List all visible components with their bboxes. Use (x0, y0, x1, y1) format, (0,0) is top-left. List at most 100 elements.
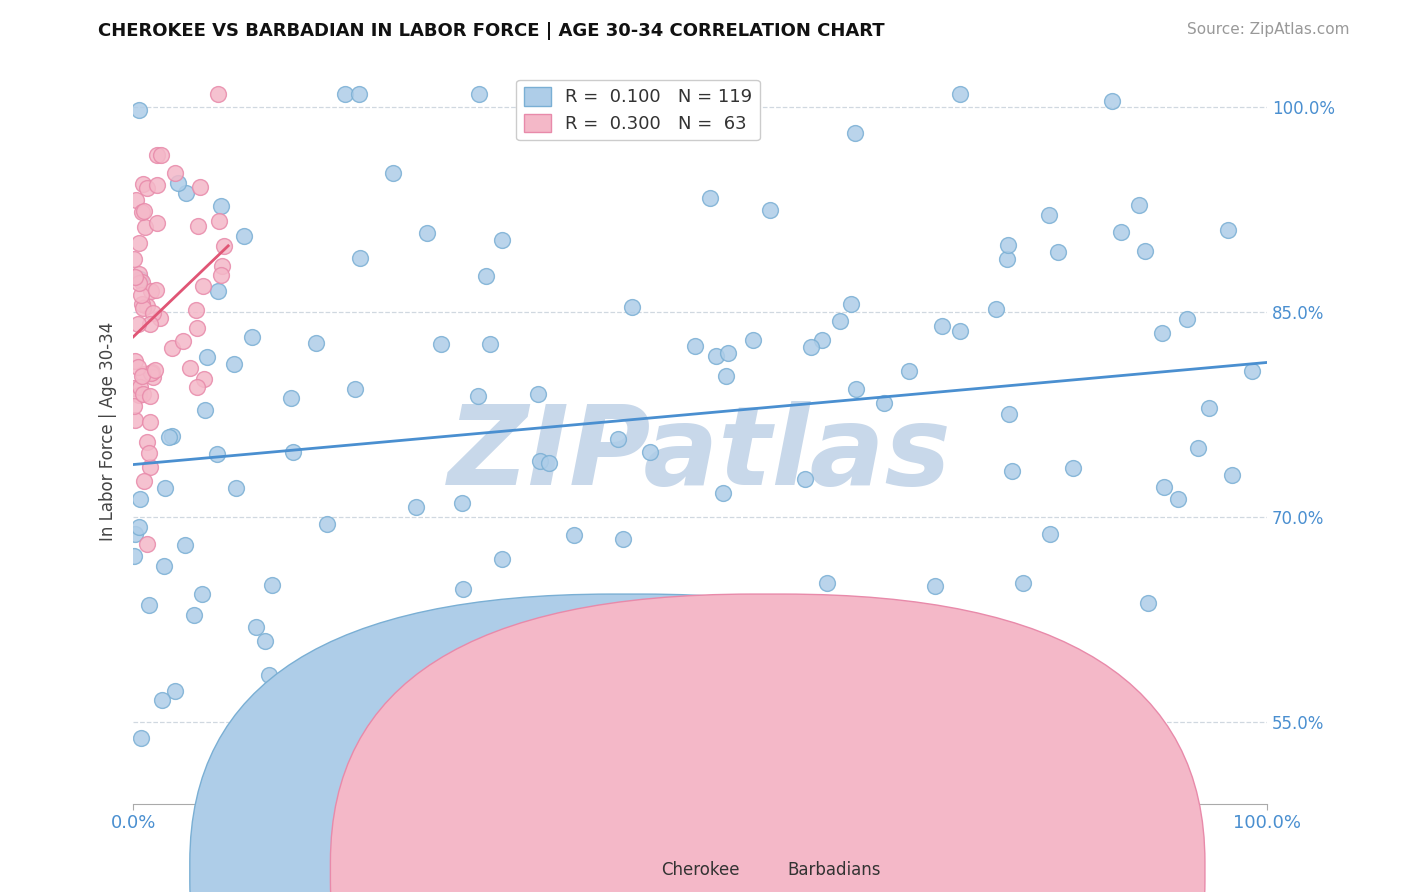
Point (844, 126, 866, 140)
Point (124, 354, 146, 368)
Point (612, 532, 634, 546)
Point (924, 579, 946, 593)
Point (242, 330, 264, 344)
Point (1198, 401, 1220, 415)
Point (124, 380, 146, 394)
Point (211, 259, 233, 273)
Point (344, 383, 367, 397)
Point (157, 430, 180, 444)
Point (467, 87, 489, 101)
Point (280, 391, 302, 405)
Point (194, 403, 217, 417)
Point (562, 528, 585, 542)
Point (136, 537, 159, 551)
Point (381, 165, 404, 179)
Point (212, 238, 235, 252)
Point (800, 341, 823, 355)
Point (150, 693, 173, 707)
Point (1109, 225, 1132, 239)
Point (124, 549, 146, 564)
Point (1046, 244, 1069, 259)
Point (145, 284, 167, 298)
Point (138, 389, 160, 403)
Point (815, 575, 838, 590)
Point (931, 319, 953, 334)
Point (453, 582, 475, 596)
Point (143, 363, 166, 377)
Point (332, 706, 354, 720)
Point (222, 357, 245, 371)
Text: Source: ZipAtlas.com: Source: ZipAtlas.com (1187, 22, 1350, 37)
Point (128, 380, 150, 394)
Point (1187, 442, 1209, 456)
Point (658, 624, 681, 638)
Point (1039, 526, 1062, 541)
Point (607, 432, 630, 446)
Point (453, 705, 475, 719)
Point (142, 370, 165, 384)
Point (1136, 596, 1159, 610)
Text: ZIPatlas: ZIPatlas (449, 401, 952, 508)
Point (136, 435, 159, 450)
Point (1222, 468, 1244, 483)
Point (149, 310, 172, 325)
Point (737, 87, 759, 101)
Point (699, 191, 721, 205)
Point (1153, 480, 1175, 494)
Point (984, 301, 1007, 316)
Point (162, 429, 184, 443)
Point (588, 702, 610, 716)
Point (179, 360, 201, 375)
Point (793, 472, 815, 486)
Point (845, 382, 868, 396)
Point (405, 500, 427, 514)
Point (134, 220, 156, 235)
Point (315, 517, 337, 532)
Point (1101, 94, 1123, 108)
Point (1216, 222, 1239, 236)
Point (131, 731, 153, 745)
Point (132, 177, 155, 191)
Point (160, 342, 183, 356)
Point (683, 339, 706, 353)
Point (149, 147, 172, 161)
Point (129, 491, 152, 506)
Point (139, 318, 162, 332)
Point (209, 199, 232, 213)
Point (165, 684, 187, 698)
Legend: R =  0.100   N = 119, R =  0.300   N =  63: R = 0.100 N = 119, R = 0.300 N = 63 (516, 79, 759, 140)
Point (190, 587, 212, 601)
Y-axis label: In Labor Force | Age 30-34: In Labor Force | Age 30-34 (100, 322, 117, 541)
Point (139, 284, 162, 298)
Point (139, 459, 162, 474)
Point (145, 148, 167, 162)
Point (621, 300, 644, 314)
Point (758, 202, 780, 217)
Point (183, 608, 205, 623)
Point (193, 279, 215, 293)
Point (135, 299, 157, 313)
Point (742, 333, 765, 347)
Point (132, 474, 155, 488)
Point (207, 87, 229, 101)
Point (141, 366, 163, 380)
Point (349, 251, 371, 265)
Point (142, 306, 165, 320)
Point (257, 668, 280, 682)
Point (167, 176, 190, 190)
Point (131, 297, 153, 311)
Point (146, 178, 169, 193)
Point (997, 238, 1019, 252)
Point (138, 598, 160, 612)
Point (128, 276, 150, 290)
Point (131, 205, 153, 219)
Point (305, 335, 328, 350)
Point (841, 297, 863, 311)
Point (131, 369, 153, 384)
Point (174, 186, 197, 200)
Point (128, 387, 150, 401)
Point (138, 446, 160, 460)
Point (139, 366, 162, 380)
Point (128, 520, 150, 534)
Point (714, 368, 737, 383)
